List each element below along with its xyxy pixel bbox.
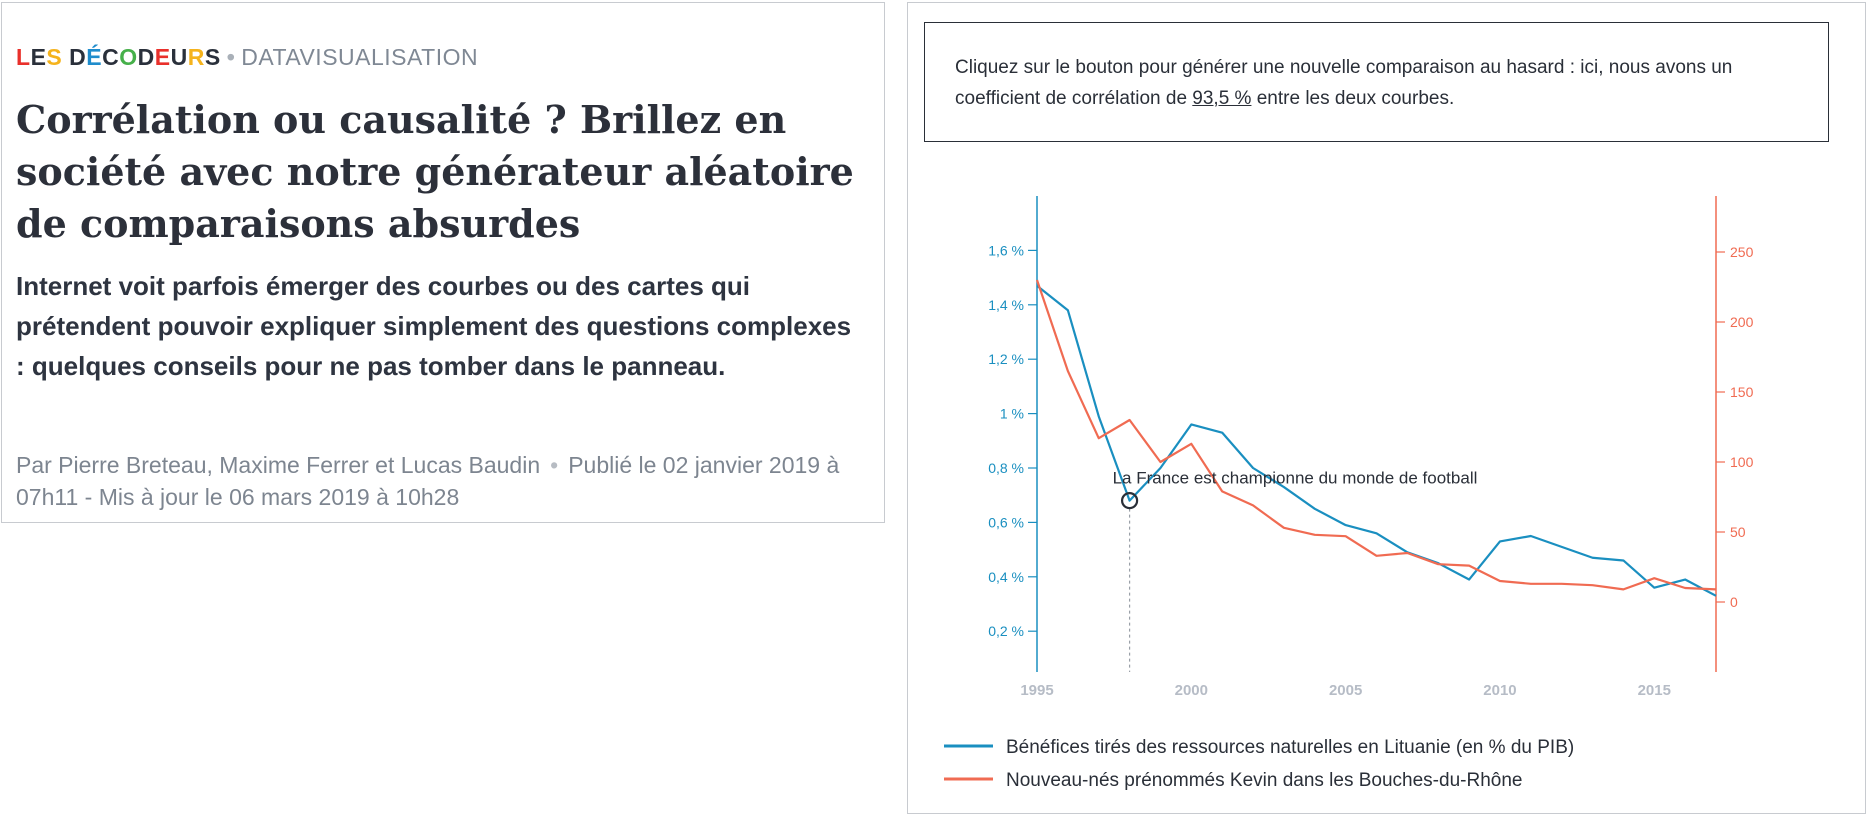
authors: Par Pierre Breteau, Maxime Ferrer et Luc… xyxy=(16,452,541,478)
info-text-before: Cliquez sur le bouton pour générer une n… xyxy=(955,57,1733,109)
brand-letter: S xyxy=(204,44,221,70)
annotation-marker xyxy=(1120,492,1139,510)
brand-letter: S xyxy=(46,44,63,70)
series-line-1 xyxy=(1036,284,1717,597)
brand-letter: E xyxy=(154,44,171,70)
left-tick-label: 0,8 % xyxy=(988,460,1024,476)
byline-separator: • xyxy=(550,452,559,478)
brand-letter: É xyxy=(86,44,103,70)
left-tick-label: 0,4 % xyxy=(988,569,1024,585)
page-title: Corrélation ou causalité ? Brillez en so… xyxy=(16,97,854,246)
byline: Par Pierre Breteau, Maxime Ferrer et Luc… xyxy=(16,449,876,513)
right-tick-label: 150 xyxy=(1730,384,1754,400)
info-box xyxy=(924,22,1829,142)
publication-dates: Publié le 02 janvier 2019 à 07h11 - Mis … xyxy=(16,452,840,510)
separator-dot: • xyxy=(226,44,236,70)
left-tick-label: 1,2 % xyxy=(988,351,1024,367)
brand-letter: D xyxy=(69,44,87,70)
brand-letter: C xyxy=(102,44,120,70)
annotation-label: La France est championne du monde de foo… xyxy=(1113,469,1478,488)
info-text: Cliquez sur le bouton pour générer une n… xyxy=(955,52,1815,114)
x-tick-label: 2000 xyxy=(1175,682,1208,699)
brand-logo[interactable]: LES DÉCODEURS xyxy=(16,44,221,70)
left-tick-label: 1,6 % xyxy=(988,242,1024,258)
right-tick-label: 250 xyxy=(1730,244,1754,260)
x-tick-label: 2005 xyxy=(1329,682,1362,699)
legend-label-1: Bénéfices tirés des ressources naturelle… xyxy=(1006,737,1574,758)
left-tick-label: 0,2 % xyxy=(988,623,1024,639)
series-line-2 xyxy=(1035,279,1717,591)
section-link[interactable]: DATAVISUALISATION xyxy=(241,44,479,70)
correlation-value: 93,5 % xyxy=(1192,88,1252,109)
brand-letter: E xyxy=(30,44,47,70)
brand-letter: R xyxy=(187,44,205,70)
brand-letter: D xyxy=(137,44,155,70)
brand-letter: O xyxy=(119,44,138,70)
left-tick-label: 0,6 % xyxy=(988,514,1024,530)
left-tick-label: 1 % xyxy=(1000,406,1024,422)
right-tick-label: 200 xyxy=(1730,314,1754,330)
right-tick-label: 0 xyxy=(1730,594,1738,610)
right-tick-label: 50 xyxy=(1730,524,1746,540)
x-tick-label: 2010 xyxy=(1483,682,1516,699)
x-tick-label: 1995 xyxy=(1020,682,1053,699)
right-tick-label: 100 xyxy=(1730,454,1754,470)
standfirst: Internet voit parfois émerger des courbe… xyxy=(16,271,852,381)
legend-label-2: Nouveau-nés prénommés Kevin dans les Bou… xyxy=(1006,770,1522,791)
info-text-after: entre les deux courbes. xyxy=(1251,88,1455,109)
left-tick-label: 1,4 % xyxy=(988,297,1024,313)
brand-letter: L xyxy=(16,44,31,70)
article-header-card xyxy=(1,2,885,523)
brand-letter: U xyxy=(170,44,188,70)
kicker: LES DÉCODEURS • DATAVISUALISATION xyxy=(16,44,478,71)
x-tick-label: 2015 xyxy=(1638,682,1671,699)
